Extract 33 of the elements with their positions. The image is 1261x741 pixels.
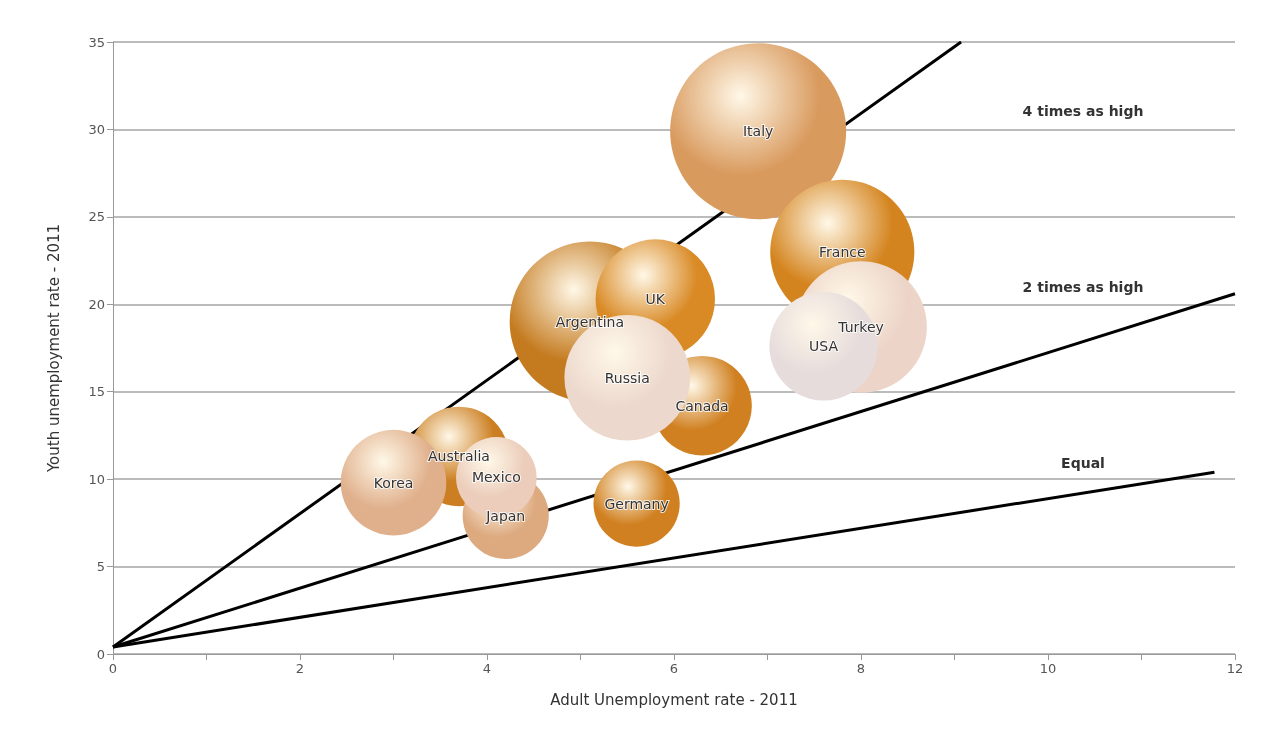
y-axis-title: Youth unemployment rate - 2011 (44, 223, 63, 474)
series-label: Russia (604, 369, 650, 386)
series-label: Australia (427, 448, 490, 465)
series-label: France (819, 243, 866, 260)
series-label: Korea (373, 474, 414, 491)
x-axis-title: Adult Unemployment rate - 2011 (550, 690, 798, 709)
annotation: 4 times as high (1022, 103, 1144, 120)
y-tick-label: 35 (88, 34, 105, 50)
y-tick-label: 15 (88, 384, 105, 400)
series-label: USA (809, 338, 839, 355)
series-label: Canada (675, 397, 729, 414)
series-label: UK (645, 291, 666, 308)
series-label: Japan (485, 507, 526, 524)
x-tick-label: 10 (1039, 661, 1057, 676)
x-tick-label: 12 (1226, 661, 1244, 676)
y-tick-label: 25 (88, 209, 105, 225)
series-label: Italy (742, 123, 774, 140)
y-tick-label: 20 (88, 296, 105, 312)
annotation: Equal (1061, 454, 1105, 471)
x-tick-label: 8 (856, 661, 866, 676)
y-tick-label: 30 (88, 121, 105, 137)
x-tick-label: 0 (108, 661, 118, 676)
series-label: Germany (604, 495, 669, 512)
y-tick-label: 5 (96, 559, 105, 575)
x-tick-label: 6 (669, 661, 679, 676)
x-tick-label: 4 (482, 661, 492, 676)
series-label: Mexico (471, 469, 521, 486)
series-label: Argentina (555, 313, 624, 330)
x-tick-label: 2 (295, 661, 305, 676)
series-label: Turkey (837, 319, 884, 336)
y-tick-label: 10 (88, 471, 105, 487)
y-tick-label: 0 (96, 646, 105, 662)
annotation: 2 times as high (1022, 278, 1144, 295)
